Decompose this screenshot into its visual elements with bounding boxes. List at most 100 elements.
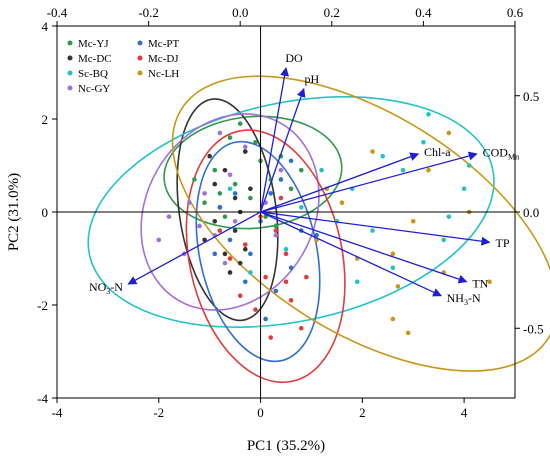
loading-do: DO bbox=[259, 51, 303, 213]
point bbox=[390, 251, 396, 257]
loading-arrow bbox=[260, 211, 468, 284]
point bbox=[248, 195, 253, 201]
point bbox=[314, 232, 319, 238]
top-tick-label: 0.0 bbox=[232, 5, 248, 20]
right-tick-label: -0.5 bbox=[523, 321, 544, 336]
loading-chl-a: Chl-a bbox=[260, 145, 451, 213]
point bbox=[227, 172, 233, 178]
point bbox=[253, 139, 258, 145]
y-axis-label: PC2 (31.0%) bbox=[6, 173, 22, 251]
point bbox=[232, 195, 238, 201]
loading-ph: pH bbox=[259, 72, 319, 213]
legend-marker bbox=[67, 40, 73, 46]
right-tick-label: 0.0 bbox=[523, 205, 539, 220]
point bbox=[426, 112, 431, 117]
x-tick-label: -4 bbox=[52, 405, 63, 420]
point bbox=[202, 200, 207, 205]
legend-label: Mc-DJ bbox=[148, 53, 179, 65]
point bbox=[273, 232, 279, 238]
loading-label: TN bbox=[472, 277, 488, 291]
point bbox=[222, 260, 228, 266]
point bbox=[390, 265, 396, 271]
point bbox=[288, 265, 294, 271]
point bbox=[426, 167, 431, 173]
point bbox=[263, 274, 268, 280]
loading-no3-n: NO3-N bbox=[89, 211, 261, 296]
point bbox=[207, 153, 212, 159]
x-axis-label: PC1 (35.2%) bbox=[247, 438, 325, 454]
point bbox=[380, 153, 385, 159]
point bbox=[461, 186, 467, 192]
point bbox=[304, 274, 309, 280]
point bbox=[248, 251, 253, 257]
legend-marker bbox=[137, 55, 143, 61]
point bbox=[390, 316, 396, 322]
loading-arrow bbox=[260, 152, 420, 213]
legend: Mc-YJ Mc-DC Sc-BQ Nc-GY Mc-PT Mc-DJ Nc-LH bbox=[67, 38, 179, 95]
point bbox=[202, 191, 207, 196]
point bbox=[354, 279, 360, 285]
point bbox=[242, 246, 248, 252]
loading-nh3-n: NH3-N bbox=[260, 211, 481, 307]
top-tick-label: -0.4 bbox=[47, 5, 68, 20]
point bbox=[400, 167, 406, 173]
loading-label: Chl-a bbox=[424, 145, 451, 159]
point bbox=[395, 284, 401, 289]
point bbox=[242, 149, 248, 154]
loading-label: pH bbox=[304, 72, 319, 86]
legend-label: Mc-DC bbox=[78, 53, 112, 65]
top-tick-label: 0.2 bbox=[324, 5, 340, 20]
point bbox=[263, 316, 268, 322]
legend-label: Nc-LH bbox=[148, 68, 179, 80]
legend-marker bbox=[67, 55, 73, 61]
loading-label: DO bbox=[285, 51, 303, 65]
legend-marker bbox=[137, 40, 143, 46]
point bbox=[446, 214, 452, 219]
point bbox=[441, 237, 447, 243]
point bbox=[232, 181, 238, 187]
loading-tp: TP bbox=[260, 211, 510, 250]
point bbox=[202, 237, 207, 243]
point bbox=[370, 149, 375, 154]
point bbox=[446, 130, 452, 136]
point bbox=[232, 219, 238, 224]
point bbox=[242, 242, 248, 247]
legend-item-mc-dj: Mc-DJ bbox=[137, 53, 179, 65]
point bbox=[410, 219, 416, 224]
y-tick-label: 4 bbox=[42, 19, 49, 34]
point bbox=[339, 200, 345, 205]
legend-label: Mc-YJ bbox=[78, 38, 109, 50]
point bbox=[298, 325, 304, 331]
y-tick-label: -2 bbox=[37, 298, 48, 313]
point bbox=[212, 181, 218, 187]
series-mc-dj bbox=[217, 195, 309, 340]
point bbox=[466, 163, 472, 168]
point bbox=[237, 293, 243, 299]
point bbox=[217, 228, 223, 233]
point bbox=[197, 223, 202, 229]
point bbox=[237, 260, 243, 266]
legend-marker bbox=[137, 70, 143, 76]
point bbox=[222, 214, 228, 219]
loading-arrow bbox=[260, 211, 443, 297]
point bbox=[242, 144, 248, 150]
point bbox=[288, 186, 294, 192]
loading-label: TP bbox=[496, 236, 510, 250]
point bbox=[319, 167, 324, 173]
loading-arrow bbox=[127, 211, 261, 285]
legend-item-mc-yj: Mc-YJ bbox=[67, 38, 109, 50]
loading-label: CODMn bbox=[483, 145, 519, 161]
right-tick-label: 0.5 bbox=[523, 89, 539, 104]
point bbox=[405, 330, 411, 336]
top-tick-label: 0.6 bbox=[507, 5, 524, 20]
x-tick-label: 0 bbox=[257, 405, 264, 420]
point bbox=[278, 195, 284, 201]
legend-label: Nc-GY bbox=[78, 83, 110, 95]
point bbox=[298, 205, 304, 210]
point bbox=[237, 121, 243, 126]
series-nc-gy bbox=[156, 130, 284, 266]
y-tick-label: 0 bbox=[42, 205, 49, 220]
ellipse-mc-dc bbox=[176, 98, 279, 322]
point bbox=[283, 279, 289, 285]
